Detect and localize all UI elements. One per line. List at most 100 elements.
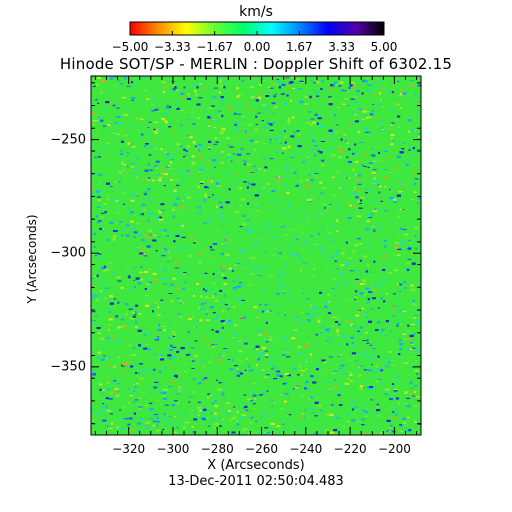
doppler-pixel (228, 410, 231, 413)
doppler-pixel (375, 85, 378, 88)
doppler-pixel (193, 411, 196, 414)
doppler-pixel (366, 343, 370, 345)
doppler-pixel (346, 195, 351, 198)
doppler-pixel (234, 280, 239, 282)
doppler-pixel (146, 98, 149, 100)
doppler-pixel (411, 343, 415, 345)
doppler-pixel (415, 360, 418, 362)
doppler-pixel (225, 283, 229, 285)
doppler-pixel (238, 186, 243, 188)
doppler-pixel (193, 355, 198, 358)
doppler-pixel (322, 332, 327, 334)
doppler-pixel (117, 198, 121, 201)
doppler-pixel (379, 78, 382, 80)
doppler-pixel (170, 76, 173, 78)
doppler-pixel (280, 284, 283, 286)
doppler-pixel (396, 411, 399, 413)
doppler-pixel (161, 334, 164, 336)
doppler-pixel (221, 326, 224, 329)
doppler-pixel (342, 245, 346, 247)
doppler-pixel (255, 316, 260, 319)
doppler-pixel (133, 155, 138, 157)
doppler-pixel (176, 143, 181, 146)
doppler-pixel (246, 186, 249, 189)
doppler-pixel (190, 236, 193, 239)
doppler-pixel (147, 422, 152, 424)
doppler-pixel (173, 354, 177, 356)
doppler-pixel (333, 84, 337, 87)
doppler-pixel (359, 326, 363, 329)
doppler-pixel (157, 193, 160, 195)
doppler-pixel (341, 192, 345, 194)
doppler-pixel (102, 148, 106, 150)
doppler-pixel (355, 314, 360, 317)
colorbar-tick-label: −1.67 (196, 40, 234, 54)
doppler-pixel (139, 252, 144, 255)
doppler-pixel (96, 129, 99, 131)
doppler-pixel (357, 420, 359, 422)
doppler-pixel (399, 424, 403, 426)
doppler-pixel (175, 410, 180, 412)
doppler-pixel (210, 394, 212, 397)
doppler-pixel (91, 252, 96, 255)
doppler-pixel (328, 102, 332, 103)
doppler-pixel (202, 227, 205, 229)
doppler-pixel (340, 89, 344, 92)
doppler-pixel (288, 222, 291, 224)
doppler-pixel (247, 202, 250, 205)
doppler-pixel (264, 222, 267, 225)
doppler-pixel (116, 340, 121, 343)
doppler-pixel (226, 156, 231, 159)
doppler-pixel (158, 229, 161, 232)
doppler-pixel (149, 154, 154, 156)
doppler-pixel (414, 130, 417, 132)
doppler-pixel (246, 133, 251, 135)
doppler-pixel (106, 238, 109, 241)
doppler-pixel (345, 83, 350, 85)
doppler-pixel (265, 95, 270, 97)
doppler-pixel (109, 210, 112, 211)
doppler-pixel (295, 385, 300, 387)
doppler-pixel (317, 232, 320, 235)
doppler-pixel (317, 117, 322, 120)
doppler-pixel (223, 294, 226, 297)
doppler-pixel (322, 210, 325, 211)
doppler-pixel (417, 247, 420, 250)
doppler-pixel (128, 342, 132, 344)
doppler-pixel (148, 281, 153, 284)
doppler-pixel (103, 269, 106, 272)
doppler-pixel (278, 285, 282, 288)
doppler-pixel (321, 164, 326, 166)
doppler-pixel (289, 213, 293, 216)
doppler-pixel (107, 324, 111, 326)
doppler-pixel (238, 278, 241, 281)
doppler-pixel (160, 148, 163, 150)
doppler-pixel (172, 215, 175, 218)
doppler-pixel (411, 288, 416, 291)
doppler-pixel (247, 230, 250, 233)
doppler-pixel (321, 159, 325, 162)
doppler-pixel (234, 257, 239, 260)
doppler-pixel (360, 385, 363, 388)
doppler-pixel (333, 429, 338, 432)
doppler-pixel (265, 321, 268, 324)
doppler-pixel (312, 288, 316, 290)
doppler-pixel (281, 152, 284, 154)
doppler-pixel (360, 271, 363, 274)
doppler-pixel (373, 371, 377, 374)
doppler-pixel (223, 283, 227, 286)
doppler-pixel (104, 211, 107, 214)
doppler-pixel (327, 237, 331, 239)
doppler-pixel (198, 143, 202, 146)
doppler-pixel (211, 176, 214, 178)
doppler-pixel (153, 338, 158, 339)
doppler-pixel (147, 219, 150, 222)
doppler-pixel (323, 79, 328, 82)
doppler-pixel (362, 79, 365, 82)
doppler-pixel (288, 84, 291, 87)
doppler-pixel (109, 147, 113, 149)
doppler-pixel (359, 142, 364, 143)
doppler-pixel (149, 170, 152, 173)
doppler-pixel (158, 335, 161, 338)
doppler-pixel (128, 208, 130, 210)
